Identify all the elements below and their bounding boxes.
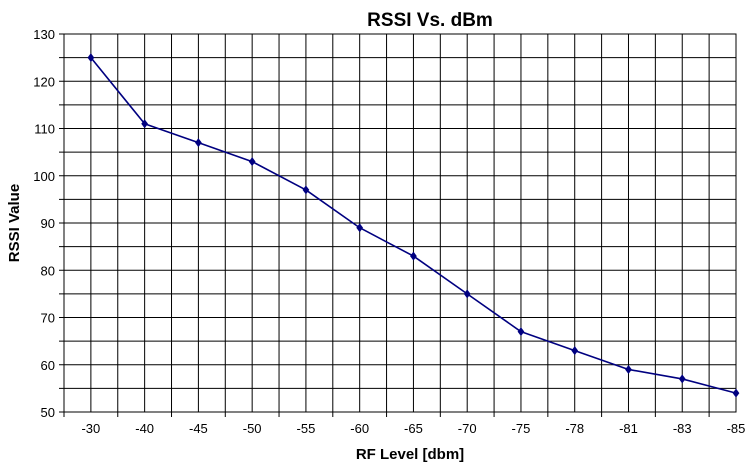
x-tick-label: -78 <box>565 421 584 436</box>
data-point-marker <box>625 364 632 374</box>
y-tick-label: 100 <box>33 169 55 184</box>
data-point-marker <box>195 138 202 148</box>
data-point-marker <box>517 327 525 337</box>
x-tick-label: -40 <box>135 421 154 436</box>
x-tick-label: -55 <box>297 421 316 436</box>
x-tick-label: -30 <box>81 421 100 436</box>
grid <box>63 33 737 413</box>
x-tick-label: -65 <box>404 421 423 436</box>
data-point-marker <box>248 157 256 167</box>
data-point-marker <box>141 119 149 129</box>
plot-area-border <box>63 33 737 413</box>
x-tick-label: -60 <box>350 421 369 436</box>
x-tick-label: -50 <box>243 421 262 436</box>
chart-title: RSSI Vs. dBm <box>367 10 493 31</box>
data-point-marker <box>87 53 95 63</box>
x-tick-label: -70 <box>458 421 477 436</box>
x-axis-title: RF Level [dbm] <box>356 446 464 463</box>
y-axis-title: RSSI Value <box>6 184 23 262</box>
y-tick-label: 70 <box>41 311 55 326</box>
y-tick-label: 60 <box>41 358 55 373</box>
data-point-marker <box>732 388 740 398</box>
data-point-marker <box>356 223 364 233</box>
tick-labels: 50 60 70 80 90 100 110 120 130 -30 -40 -45 -50 -55 -60… <box>33 27 745 436</box>
data-point-marker <box>302 185 310 195</box>
y-tick-label: 80 <box>41 263 55 278</box>
x-tick-label: -75 <box>512 421 531 436</box>
axes <box>59 33 737 417</box>
data-point-marker <box>410 251 417 261</box>
x-tick-label: -81 <box>619 421 638 436</box>
series <box>87 53 740 398</box>
data-point-marker <box>463 289 471 299</box>
y-tick-label: 130 <box>33 27 55 42</box>
data-point-marker <box>571 346 579 356</box>
y-tick-label: 50 <box>41 405 55 420</box>
y-tick-label: 120 <box>33 74 55 89</box>
x-tick-label: -83 <box>673 421 692 436</box>
data-point-marker <box>678 374 686 384</box>
x-tick-label: -85 <box>727 421 746 436</box>
y-tick-label: 90 <box>41 216 55 231</box>
x-tick-label: -45 <box>189 421 208 436</box>
y-tick-label: 110 <box>34 122 55 137</box>
